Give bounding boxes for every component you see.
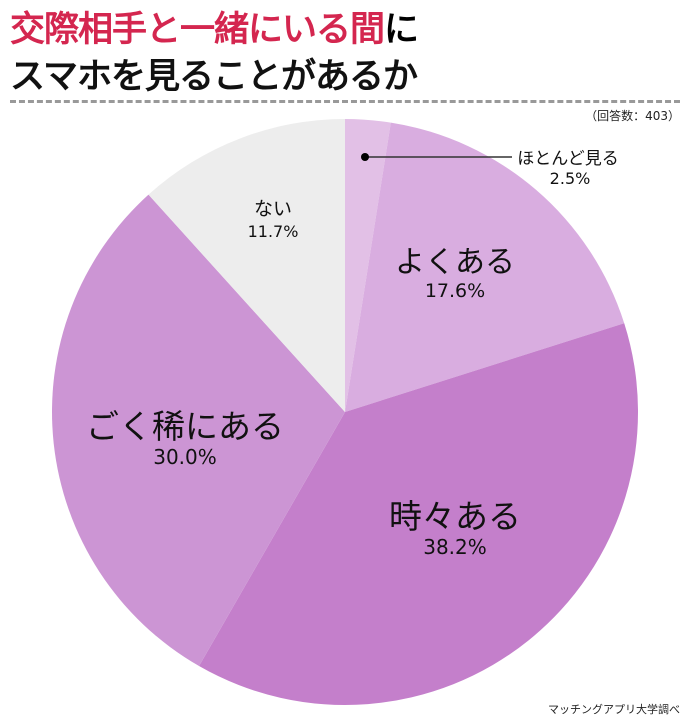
- pie-slice-1: [345, 122, 625, 413]
- pie-slice-4: [148, 119, 345, 412]
- leader-dot: [361, 153, 369, 161]
- respondent-count: （回答数：403）: [585, 109, 680, 123]
- slice-value-label: 30.0%: [153, 445, 217, 469]
- source-note: マッチングアプリ大学調べ: [548, 703, 680, 716]
- pie-slice-0: [345, 119, 391, 412]
- title-line-2: スマホを見ることがあるか: [10, 57, 418, 97]
- slice-value-label: 38.2%: [423, 535, 487, 559]
- slice-value-label: 2.5%: [550, 169, 591, 188]
- slice-label: 時々ある: [389, 497, 521, 536]
- slice-value-label: 17.6%: [425, 280, 485, 302]
- slice-label: ほとんど見る: [517, 149, 619, 169]
- slice-label: ごく稀にある: [86, 407, 284, 446]
- pie-slice-3: [52, 194, 346, 667]
- title-rest: に: [384, 10, 419, 50]
- slice-label: ない: [254, 198, 292, 220]
- slice-label: よくある: [395, 245, 515, 280]
- pie-slice-2: [199, 323, 638, 705]
- slice-value-label: 11.7%: [248, 222, 299, 241]
- dashed-divider: [10, 100, 680, 103]
- title-highlight: 交際相手と一緒にいる間: [10, 10, 385, 50]
- title-line-1: 交際相手と一緒にいる間に: [10, 8, 419, 52]
